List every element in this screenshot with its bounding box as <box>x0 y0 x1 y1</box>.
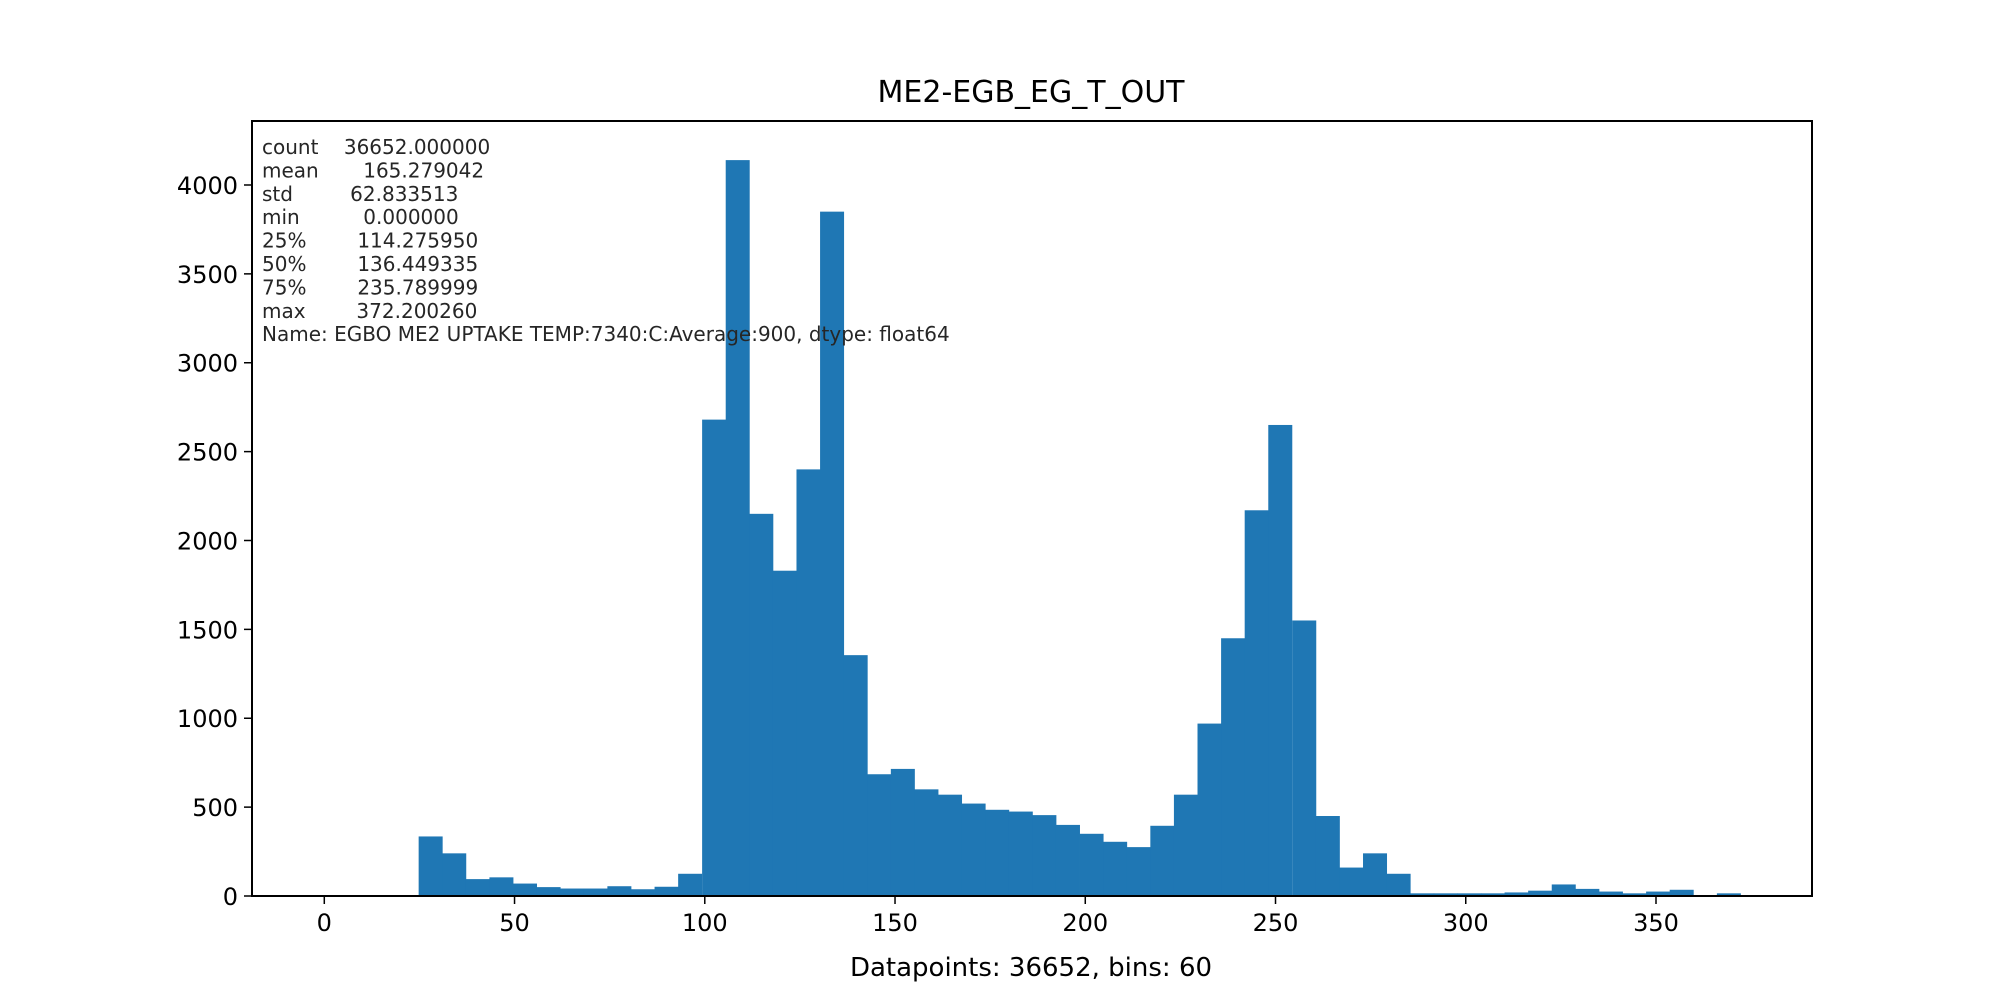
histogram-bar <box>961 803 986 896</box>
histogram-bar <box>820 211 845 896</box>
histogram-bar <box>1716 893 1741 896</box>
histogram-bar <box>985 809 1010 896</box>
y-tick-label: 1500 <box>177 616 238 644</box>
x-tick-label: 0 <box>317 909 332 937</box>
y-tick-label: 2000 <box>177 527 238 555</box>
y-tick-label: 3000 <box>177 350 238 378</box>
y-tick-label: 0 <box>223 883 238 911</box>
histogram-bar <box>678 873 703 896</box>
histogram-bar <box>1126 847 1151 896</box>
histogram-bar <box>772 570 797 896</box>
histogram-bar <box>536 887 561 896</box>
y-tick-label: 3500 <box>177 261 238 289</box>
histogram-bar <box>1315 816 1340 896</box>
histogram-bar <box>1575 888 1600 896</box>
histogram-bar <box>1598 891 1623 896</box>
histogram-bar <box>1079 833 1104 896</box>
histogram-bar <box>890 768 915 896</box>
stats-line: mean 165.279042 <box>262 158 484 182</box>
x-tick-label: 150 <box>872 909 918 937</box>
histogram-bar <box>1363 853 1388 896</box>
histogram-bar <box>1646 891 1671 896</box>
stats-line: std 62.833513 <box>262 182 458 206</box>
x-tick-label: 300 <box>1443 909 1489 937</box>
histogram-bar <box>1528 890 1553 896</box>
y-tick-label: 2500 <box>177 439 238 467</box>
stats-line: min 0.000000 <box>262 205 459 229</box>
x-axis-label: Datapoints: 36652, bins: 60 <box>850 953 1212 983</box>
histogram-bar <box>1457 893 1482 896</box>
histogram-bar <box>607 886 632 896</box>
histogram-bar <box>1173 794 1198 896</box>
histogram-bar <box>1622 893 1647 896</box>
y-axis: 0 500 1000 1500 2000 2500 3000 3500 4000 <box>177 172 252 911</box>
histogram-bar <box>489 877 514 896</box>
stats-line: 50% 136.449335 <box>262 252 478 276</box>
histogram-bar <box>1551 884 1576 896</box>
histogram-bar <box>1221 638 1246 896</box>
stats-line: Name: EGBO ME2 UPTAKE TEMP:7340:C:Averag… <box>262 322 950 346</box>
x-axis: 0 50 100 150 200 250 300 350 <box>317 896 1679 937</box>
histogram-bars <box>418 160 1741 897</box>
x-tick-label: 350 <box>1633 909 1679 937</box>
stats-line: 25% 114.275950 <box>262 229 478 253</box>
histogram-bar <box>1386 873 1411 896</box>
histogram-bar <box>1410 893 1435 896</box>
histogram-bar <box>1480 893 1505 896</box>
histogram-bar <box>843 655 868 896</box>
histogram-bar <box>1008 811 1033 896</box>
histogram-bar <box>1504 892 1529 896</box>
histogram-bar <box>1292 620 1317 896</box>
histogram-bar <box>630 889 655 896</box>
histogram-bar <box>1669 889 1694 896</box>
histogram-bar <box>465 879 490 896</box>
histogram-bar <box>442 853 467 896</box>
x-tick-label: 250 <box>1253 909 1299 937</box>
histogram-bar <box>560 888 585 896</box>
stats-line: count 36652.000000 <box>262 135 490 159</box>
histogram-bar <box>938 794 963 896</box>
histogram-bar <box>1103 841 1128 896</box>
chart-title: ME2-EGB_EG_T_OUT <box>878 75 1186 110</box>
y-tick-label: 4000 <box>177 172 238 200</box>
histogram-bar <box>914 789 939 896</box>
histogram-bar <box>1150 825 1175 896</box>
histogram-bar <box>583 888 608 896</box>
histogram-bar <box>1055 824 1080 896</box>
histogram-bar <box>796 469 821 896</box>
histogram-bar <box>654 886 679 896</box>
histogram-bar <box>702 419 727 896</box>
plot-frame <box>251 120 1813 897</box>
histogram-bar <box>1339 867 1364 896</box>
x-tick-label: 50 <box>499 909 530 937</box>
stats-line: max 372.200260 <box>262 299 477 323</box>
histogram-bar <box>1268 424 1293 896</box>
histogram-bar <box>1032 815 1057 896</box>
histogram-bar <box>513 883 538 896</box>
histogram-bar <box>418 836 443 896</box>
histogram-bar <box>867 774 892 896</box>
x-tick-label: 100 <box>682 909 728 937</box>
y-tick-label: 500 <box>192 794 238 822</box>
histogram-bar <box>1244 510 1269 896</box>
y-tick-label: 1000 <box>177 705 238 733</box>
x-tick-label: 200 <box>1062 909 1108 937</box>
histogram-bar <box>1433 893 1458 896</box>
histogram-bar <box>749 513 774 896</box>
histogram-bar <box>725 160 750 897</box>
stats-line: 75% 235.789999 <box>262 275 478 299</box>
histogram-bar <box>1197 723 1222 896</box>
